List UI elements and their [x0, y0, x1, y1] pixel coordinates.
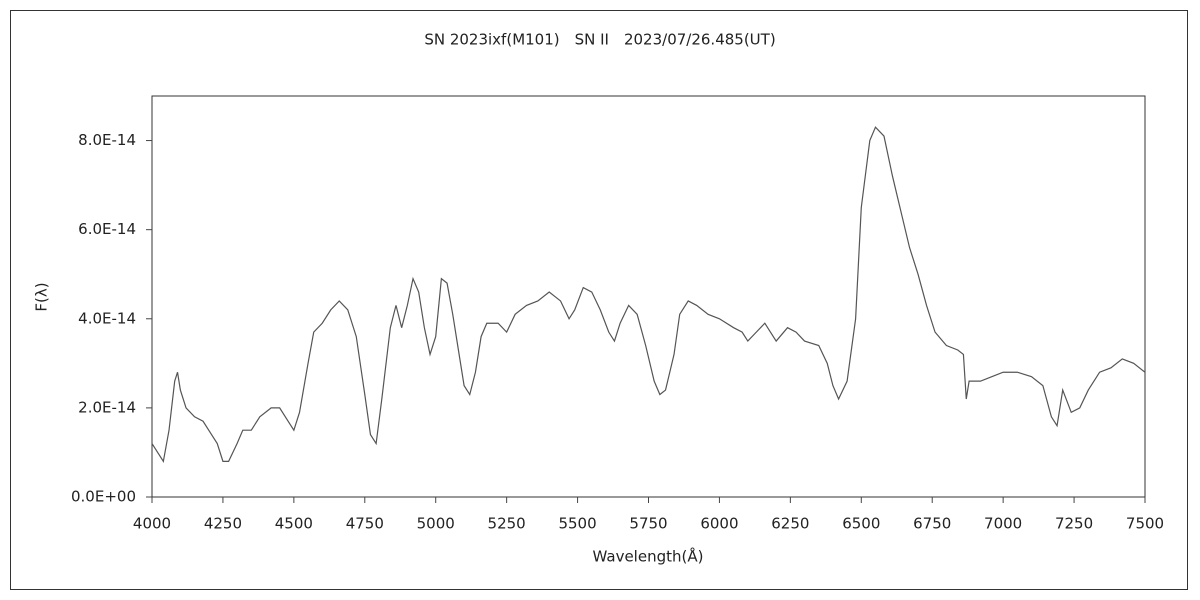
plot-area [151, 95, 1146, 498]
y-tick-label: 8.0E-14 [78, 131, 136, 149]
y-tick-label: 6.0E-14 [78, 220, 136, 238]
y-tick-label: 4.0E-14 [78, 309, 136, 327]
x-tick-label: 4000 [133, 515, 171, 533]
y-tick-label: 0.0E+00 [71, 488, 136, 506]
x-tick-label: 4750 [346, 515, 384, 533]
x-tick-label: 4250 [204, 515, 242, 533]
x-tick-label: 5750 [629, 515, 667, 533]
x-tick-label: 6500 [842, 515, 880, 533]
x-tick-label: 5000 [417, 515, 455, 533]
x-tick-label: 6250 [771, 515, 809, 533]
y-axis-label: F(λ) [33, 282, 51, 311]
x-tick-label: 7500 [1126, 515, 1164, 533]
chart-title: SN 2023ixf(M101) SN II 2023/07/26.485(UT… [424, 31, 775, 49]
frame [10, 10, 1188, 590]
x-tick-label: 7000 [984, 515, 1022, 533]
x-tick-label: 4500 [275, 515, 313, 533]
x-axis-label: Wavelength(Å) [593, 547, 704, 566]
x-tick-label: 6750 [913, 515, 951, 533]
y-tick-label: 2.0E-14 [78, 398, 136, 416]
x-tick-label: 5500 [558, 515, 596, 533]
x-tick-label: 6000 [700, 515, 738, 533]
x-tick-label: 5250 [488, 515, 526, 533]
spectrum-line [151, 126, 1146, 463]
x-tick-label: 7250 [1055, 515, 1093, 533]
